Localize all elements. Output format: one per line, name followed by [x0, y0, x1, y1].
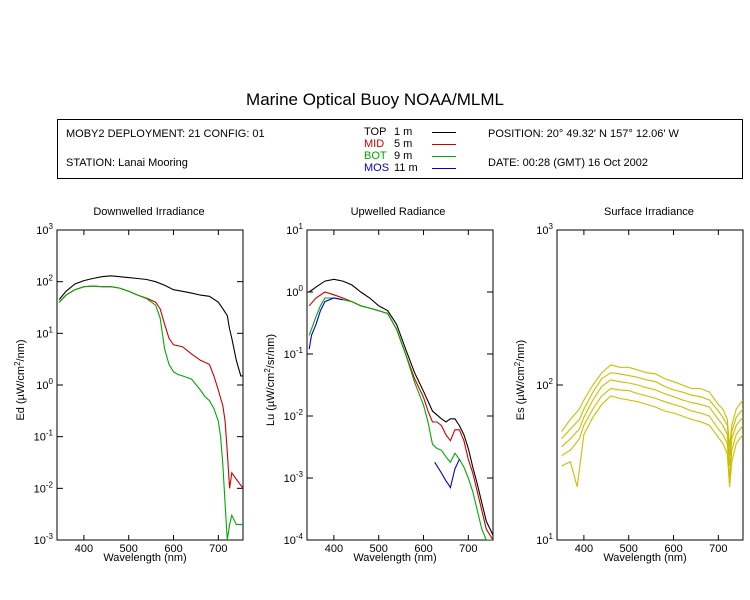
y-tick-label: 101: [286, 222, 303, 237]
legend-depth: 5 m: [394, 138, 413, 150]
y-tick-label: 10-3: [284, 470, 304, 485]
series-line-mid: [308, 291, 493, 540]
y-tick-label: 10-3: [34, 532, 54, 547]
y-tick-label: 103: [36, 222, 53, 237]
series-line-mid: [58, 285, 243, 489]
y-tick-label: 101: [36, 325, 53, 340]
legend-depth: 9 m: [394, 150, 413, 162]
x-tick-label: 400: [325, 543, 343, 555]
legend-name: MID: [364, 138, 385, 150]
x-tick-label: 500: [620, 543, 638, 555]
x-tick-label: 700: [459, 543, 477, 555]
plot-frame: [56, 229, 244, 541]
x-tick-label: 500: [120, 543, 138, 555]
x-tick-label: 600: [414, 543, 432, 555]
y-tick-label: 101: [536, 532, 553, 547]
plot-frame: [306, 229, 494, 541]
x-axis-label: Wavelength (nm): [603, 552, 686, 564]
info-box: MOBY2 DEPLOYMENT: 21 CONFIG: 01 STATION:…: [57, 119, 743, 179]
legend-item-mid: MID 5 m: [364, 138, 456, 150]
y-tick-label: 100: [286, 284, 303, 299]
legend-line: [432, 168, 456, 169]
panel-title-downwelled: Downwelled Irradiance: [93, 206, 205, 218]
legend-depth: 1 m: [394, 126, 413, 138]
y-tick-label: 103: [536, 222, 553, 237]
series-line-mos: [434, 459, 460, 490]
series-line-bot: [58, 285, 243, 540]
y-axis-label: Es (µW/cm2/nm): [513, 340, 527, 420]
legend-line: [432, 132, 456, 133]
x-tick-label: 400: [75, 543, 93, 555]
legend-name: BOT: [364, 150, 387, 162]
legend-line: [432, 156, 456, 157]
page-title: Marine Optical Buoy NOAA/MLML: [246, 90, 504, 109]
y-tick-label: 10-1: [284, 346, 304, 361]
x-tick-label: 600: [664, 543, 682, 555]
legend-name: MOS: [364, 162, 390, 174]
series-line-es: [561, 379, 743, 467]
y-axis-label: Ed (µW/cm2/nm): [13, 339, 27, 420]
x-tick-label: 500: [370, 543, 388, 555]
date-text: DATE: 00:28 (GMT) 16 Oct 2002: [488, 157, 648, 169]
legend-line: [432, 144, 456, 145]
series-line-top: [58, 275, 243, 377]
legend-item-mos: MOS 11 m: [364, 162, 456, 174]
legend-item-top: TOP 1 m: [364, 126, 456, 138]
y-axis-label: Lu (µW/cm2/sr/nm): [263, 334, 277, 426]
series-line-es: [561, 395, 743, 488]
series-line-es: [561, 387, 743, 479]
series-line-mos: [308, 297, 344, 350]
station-text: STATION: Lanai Mooring: [66, 157, 188, 169]
y-tick-label: 10-2: [34, 480, 54, 495]
legend-item-bot: BOT 9 m: [364, 150, 456, 162]
position-text: POSITION: 20° 49.32' N 157° 12.06' W: [488, 128, 679, 140]
x-tick-label: 700: [709, 543, 727, 555]
series-line-es: [561, 372, 743, 456]
x-tick-label: 400: [575, 543, 593, 555]
y-tick-label: 102: [36, 274, 53, 289]
plot-frame: [556, 229, 744, 541]
y-tick-label: 10-1: [34, 429, 54, 444]
y-tick-label: 100: [36, 377, 53, 392]
x-axis-label: Wavelength (nm): [103, 552, 186, 564]
panel-title-surface: Surface Irradiance: [604, 206, 694, 218]
x-axis-label: Wavelength (nm): [353, 552, 436, 564]
series-line-es: [561, 364, 743, 447]
legend-name: TOP: [364, 126, 387, 138]
x-tick-label: 600: [164, 543, 182, 555]
deployment-text: MOBY2 DEPLOYMENT: 21 CONFIG: 01: [66, 128, 265, 140]
legend-depth: 11 m: [394, 162, 418, 174]
x-tick-label: 700: [209, 543, 227, 555]
series-line-top: [308, 278, 493, 536]
y-tick-label: 10-4: [284, 532, 304, 547]
series-line-bot: [308, 297, 493, 540]
y-tick-label: 102: [536, 377, 553, 392]
y-tick-label: 10-2: [284, 408, 304, 423]
panel-title-upwelled: Upwelled Radiance: [350, 206, 446, 218]
